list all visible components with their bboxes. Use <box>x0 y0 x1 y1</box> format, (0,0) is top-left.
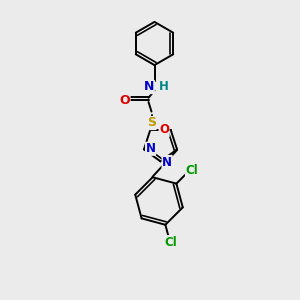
Text: Cl: Cl <box>185 164 198 177</box>
Text: Cl: Cl <box>165 236 177 249</box>
Text: S: S <box>147 116 156 130</box>
Text: O: O <box>159 123 169 136</box>
Text: N: N <box>144 80 154 94</box>
Text: O: O <box>119 94 130 107</box>
Text: N: N <box>162 155 172 169</box>
Text: N: N <box>146 142 156 155</box>
Text: H: H <box>159 80 169 94</box>
